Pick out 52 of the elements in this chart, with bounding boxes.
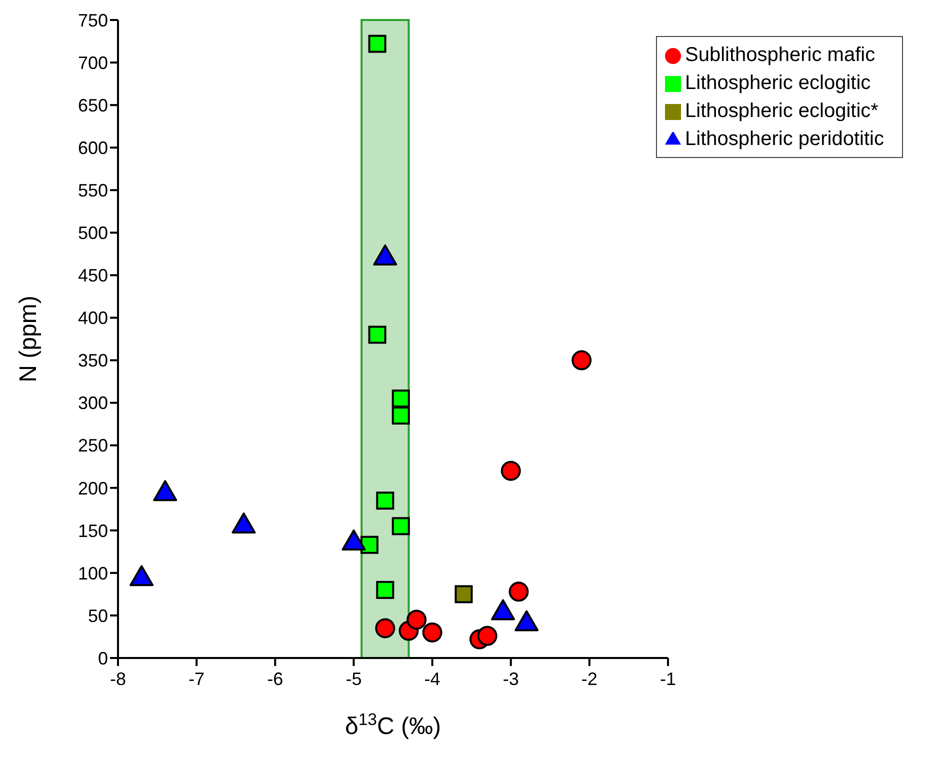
legend-label: Lithospheric eclogitic — [685, 72, 871, 94]
point — [477, 626, 498, 646]
y-tick-label: 100 — [78, 563, 108, 584]
x-tick-label: -4 — [424, 668, 440, 689]
y-tick-label: 350 — [78, 350, 108, 371]
point — [368, 34, 386, 53]
point — [392, 517, 410, 536]
point — [406, 610, 427, 630]
x-tick-label: -3 — [502, 668, 519, 689]
legend-label: Sublithospheric mafic — [685, 44, 876, 66]
legend-label: Lithospheric eclogitic* — [685, 100, 878, 122]
point — [454, 585, 473, 604]
x-tick-label: -1 — [660, 668, 676, 689]
y-tick-label: 600 — [78, 138, 108, 158]
point — [376, 580, 394, 599]
point — [360, 536, 378, 554]
y-tick-label: 550 — [78, 180, 108, 201]
x-tick-label: -2 — [581, 668, 598, 689]
point — [491, 599, 515, 620]
y-tick-label: 500 — [78, 223, 108, 244]
y-tick-label: 250 — [78, 436, 108, 456]
point — [392, 406, 410, 425]
legend-label: Lithospheric peridotitic — [685, 128, 884, 150]
point — [422, 622, 442, 642]
y-axis-title: N (ppm) — [15, 296, 42, 382]
y-tick-label: 400 — [78, 308, 108, 328]
point — [130, 565, 154, 586]
point — [342, 529, 366, 550]
y-tick-label: 300 — [78, 393, 108, 414]
point — [514, 610, 539, 632]
y-tick-label: 700 — [78, 52, 108, 73]
y-tick-label: 750 — [78, 10, 108, 30]
y-tick-label: 200 — [78, 478, 108, 498]
point — [500, 460, 521, 481]
y-tick-label: 150 — [78, 520, 108, 541]
x-tick-label: -6 — [267, 668, 284, 689]
point — [572, 350, 592, 370]
x-axis-title: δ$^{13}$C (‰) — [344, 710, 442, 740]
point — [376, 492, 394, 510]
point — [392, 390, 410, 408]
y-tick-label: 0 — [98, 648, 108, 668]
point — [375, 618, 396, 638]
point — [508, 582, 529, 602]
x-tick-label: -5 — [346, 668, 362, 689]
y-tick-label: 650 — [78, 95, 108, 116]
point — [232, 512, 256, 534]
x-tick-label: -8 — [110, 668, 126, 689]
point — [153, 480, 178, 502]
y-tick-label: 450 — [78, 266, 108, 286]
x-tick-label: -7 — [188, 668, 205, 689]
point — [368, 326, 386, 344]
y-tick-label: 50 — [88, 606, 108, 626]
